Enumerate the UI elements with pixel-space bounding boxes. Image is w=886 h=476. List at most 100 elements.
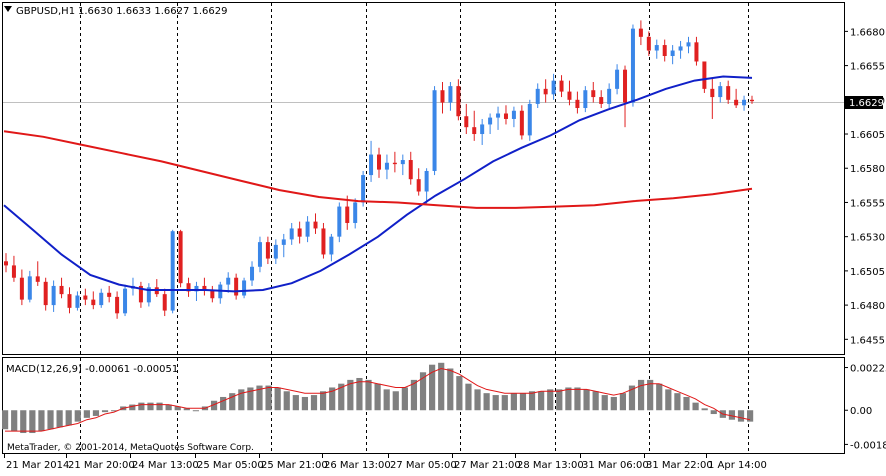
price-tick-label-3: 1.6605 bbox=[850, 130, 885, 141]
candle-body bbox=[496, 113, 501, 118]
macd-bar-48 bbox=[438, 362, 445, 411]
candle-body bbox=[75, 295, 80, 308]
candle-13 bbox=[107, 285, 112, 303]
candle-2 bbox=[19, 269, 24, 306]
macd-bar-64 bbox=[583, 389, 590, 411]
macd-bar-72 bbox=[656, 383, 663, 411]
macd-bar-46 bbox=[419, 372, 427, 411]
candle-body bbox=[123, 288, 128, 314]
macd-signal-line bbox=[5, 367, 751, 432]
candle-88 bbox=[702, 61, 707, 93]
candle-body bbox=[718, 86, 723, 98]
candle-89 bbox=[710, 77, 715, 119]
candle-72 bbox=[575, 91, 580, 114]
macd-bar-65 bbox=[592, 391, 599, 411]
macd-signal-polyline bbox=[5, 367, 751, 432]
candle-body bbox=[638, 28, 643, 37]
macd-bar-45 bbox=[410, 379, 418, 411]
candle-body bbox=[630, 28, 635, 103]
candle-59 bbox=[472, 110, 477, 141]
macd-bar-49 bbox=[447, 368, 454, 411]
macd-bar-9 bbox=[83, 410, 90, 418]
candle-body bbox=[646, 36, 651, 51]
candle-body bbox=[392, 162, 397, 165]
candle-body bbox=[289, 228, 294, 240]
candle-79 bbox=[630, 24, 635, 107]
candle-40 bbox=[321, 222, 326, 259]
chart-menu-triangle-icon[interactable] bbox=[4, 6, 12, 12]
macd-bar-3 bbox=[29, 410, 36, 434]
ma-slow-line bbox=[3, 130, 753, 209]
candle-63 bbox=[503, 105, 508, 125]
candle-53 bbox=[424, 168, 429, 206]
candle-43 bbox=[345, 195, 350, 230]
candle-55 bbox=[440, 82, 445, 114]
price-tick-label-5: 1.6555 bbox=[850, 198, 885, 209]
macd-bar-1 bbox=[11, 410, 18, 432]
candle-body bbox=[583, 90, 588, 109]
candle-75 bbox=[599, 90, 604, 109]
candle-body bbox=[115, 296, 120, 314]
macd-bar-31 bbox=[283, 391, 290, 411]
macd-bar-53 bbox=[483, 393, 490, 411]
candle-body bbox=[734, 99, 739, 106]
candle-62 bbox=[496, 106, 501, 130]
candle-body bbox=[377, 154, 381, 170]
macd-bar-52 bbox=[474, 389, 481, 411]
macd-bar-77 bbox=[701, 408, 708, 411]
candle-body bbox=[448, 86, 453, 103]
candle-26 bbox=[210, 285, 215, 303]
macd-bar-35 bbox=[319, 391, 327, 411]
time-tick-label-6: 27 Mar 05:00 bbox=[390, 460, 457, 471]
candle-body bbox=[11, 265, 16, 278]
macd-bar-61 bbox=[556, 389, 563, 411]
candle-51 bbox=[408, 151, 413, 185]
candle-69 bbox=[551, 73, 556, 100]
macd-bar-57 bbox=[519, 393, 527, 411]
candle-body bbox=[543, 88, 548, 95]
candle-body bbox=[615, 69, 620, 89]
macd-bar-37 bbox=[338, 383, 345, 411]
candle-36 bbox=[289, 222, 294, 245]
candle-body bbox=[353, 202, 358, 223]
candle-body bbox=[456, 86, 461, 117]
candle-49 bbox=[392, 151, 397, 173]
macd-bar-32 bbox=[292, 395, 299, 411]
candle-body bbox=[535, 88, 540, 104]
macd-bar-62 bbox=[565, 387, 572, 411]
macd-bar-66 bbox=[601, 395, 608, 411]
candle-body bbox=[138, 285, 143, 303]
macd-bar-42 bbox=[383, 389, 390, 411]
time-tick-label-5: 26 Mar 13:00 bbox=[324, 460, 391, 471]
candle-18 bbox=[146, 283, 151, 307]
candle-21 bbox=[170, 229, 175, 314]
candle-body bbox=[59, 285, 64, 295]
candle-body bbox=[503, 113, 508, 119]
candle-67 bbox=[535, 83, 540, 109]
macd-bar-40 bbox=[365, 379, 372, 411]
candle-37 bbox=[297, 221, 302, 244]
macd-bar-18 bbox=[165, 404, 172, 411]
candle-body bbox=[678, 46, 683, 51]
current-price-label: 1.6629 bbox=[849, 98, 884, 109]
macd-bar-2 bbox=[20, 410, 27, 434]
time-tick-label-2: 24 Mar 13:00 bbox=[132, 460, 199, 471]
time-tick-label-0: 21 Mar 2014 bbox=[6, 460, 69, 471]
price-tick-label-7: 1.6505 bbox=[850, 267, 885, 278]
macd-bar-21 bbox=[192, 410, 199, 412]
candle-47 bbox=[377, 147, 381, 178]
macd-bar-15 bbox=[138, 402, 145, 411]
candle-body bbox=[440, 90, 445, 103]
candle-body bbox=[210, 290, 215, 299]
candle-body bbox=[567, 91, 572, 100]
candle-body bbox=[67, 294, 72, 308]
price-tick-label-6: 1.6530 bbox=[850, 233, 885, 244]
macd-tick-label-0: 0.00225 bbox=[850, 364, 886, 375]
macd-bar-67 bbox=[610, 396, 617, 411]
candle-25 bbox=[202, 277, 207, 296]
candle-70 bbox=[559, 75, 564, 98]
macd-bar-82 bbox=[747, 410, 754, 422]
candle-83 bbox=[662, 39, 667, 62]
candle-body bbox=[361, 175, 366, 203]
